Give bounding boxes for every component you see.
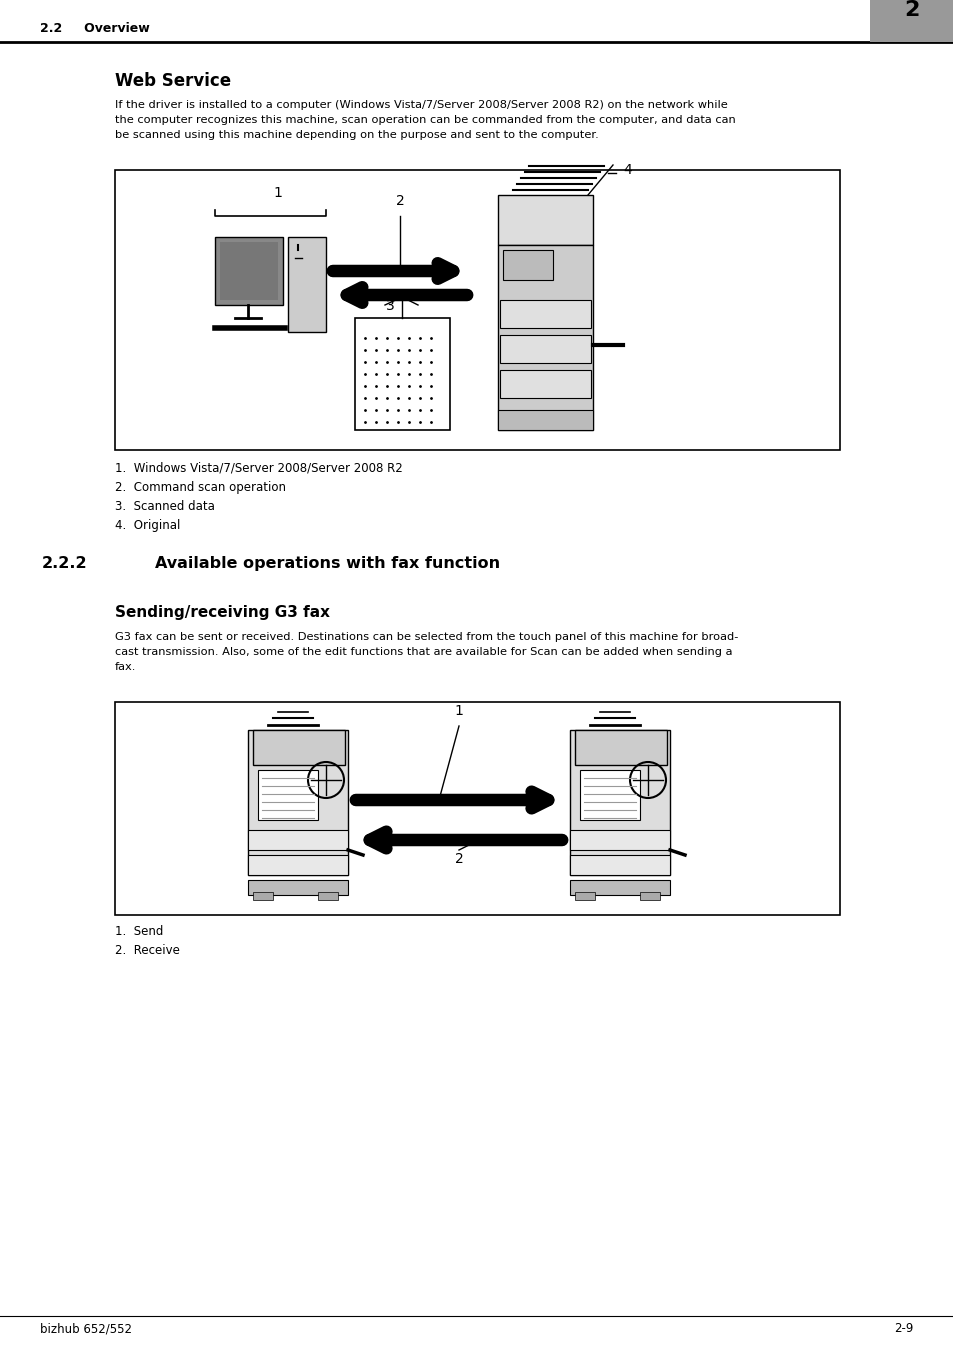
- Bar: [497, 244, 593, 431]
- Text: If the driver is installed to a computer (Windows Vista/7/Server 2008/Server 200: If the driver is installed to a computer…: [115, 100, 735, 139]
- Bar: [253, 730, 345, 765]
- Bar: [257, 769, 317, 819]
- Bar: [248, 730, 348, 875]
- Text: 2.2     Overview: 2.2 Overview: [40, 22, 150, 35]
- Text: 1: 1: [454, 703, 463, 718]
- Text: Sending/receiving G3 fax: Sending/receiving G3 fax: [115, 605, 330, 620]
- Text: 4.  Original: 4. Original: [115, 518, 180, 532]
- Bar: [569, 855, 669, 875]
- Bar: [497, 194, 593, 244]
- Bar: [355, 319, 450, 431]
- Text: 1.  Send: 1. Send: [115, 925, 163, 938]
- Text: 2-9: 2-9: [894, 1322, 913, 1335]
- Bar: [248, 855, 348, 875]
- Text: bizhub 652/552: bizhub 652/552: [40, 1322, 132, 1335]
- Bar: [499, 335, 590, 363]
- Bar: [248, 830, 348, 850]
- Bar: [317, 892, 337, 900]
- Text: 1.  Windows Vista/7/Server 2008/Server 2008 R2: 1. Windows Vista/7/Server 2008/Server 20…: [115, 462, 402, 475]
- Bar: [575, 730, 666, 765]
- Bar: [288, 238, 326, 332]
- Bar: [579, 769, 639, 819]
- Text: 2: 2: [903, 0, 919, 20]
- Text: 4: 4: [622, 163, 631, 177]
- Bar: [499, 370, 590, 398]
- Text: 2.2.2: 2.2.2: [42, 556, 88, 571]
- Bar: [499, 300, 590, 328]
- Bar: [115, 702, 840, 915]
- Text: 2: 2: [455, 852, 463, 865]
- Bar: [869, 0, 953, 42]
- Text: 3: 3: [385, 298, 394, 313]
- Bar: [502, 250, 553, 279]
- Text: 2.  Command scan operation: 2. Command scan operation: [115, 481, 286, 494]
- Bar: [253, 892, 273, 900]
- Text: G3 fax can be sent or received. Destinations can be selected from the touch pane: G3 fax can be sent or received. Destinat…: [115, 632, 738, 671]
- Text: 2.  Receive: 2. Receive: [115, 944, 180, 957]
- Bar: [115, 170, 840, 450]
- Bar: [248, 880, 348, 895]
- Text: 2: 2: [395, 194, 404, 208]
- Bar: [569, 830, 669, 850]
- Bar: [639, 892, 659, 900]
- Bar: [497, 410, 593, 431]
- Text: 3.  Scanned data: 3. Scanned data: [115, 500, 214, 513]
- Bar: [220, 242, 277, 300]
- Bar: [569, 880, 669, 895]
- Text: Web Service: Web Service: [115, 72, 231, 90]
- Bar: [569, 730, 669, 875]
- Bar: [214, 238, 283, 305]
- Bar: [575, 892, 595, 900]
- Text: Available operations with fax function: Available operations with fax function: [154, 556, 499, 571]
- Text: 1: 1: [274, 186, 282, 200]
